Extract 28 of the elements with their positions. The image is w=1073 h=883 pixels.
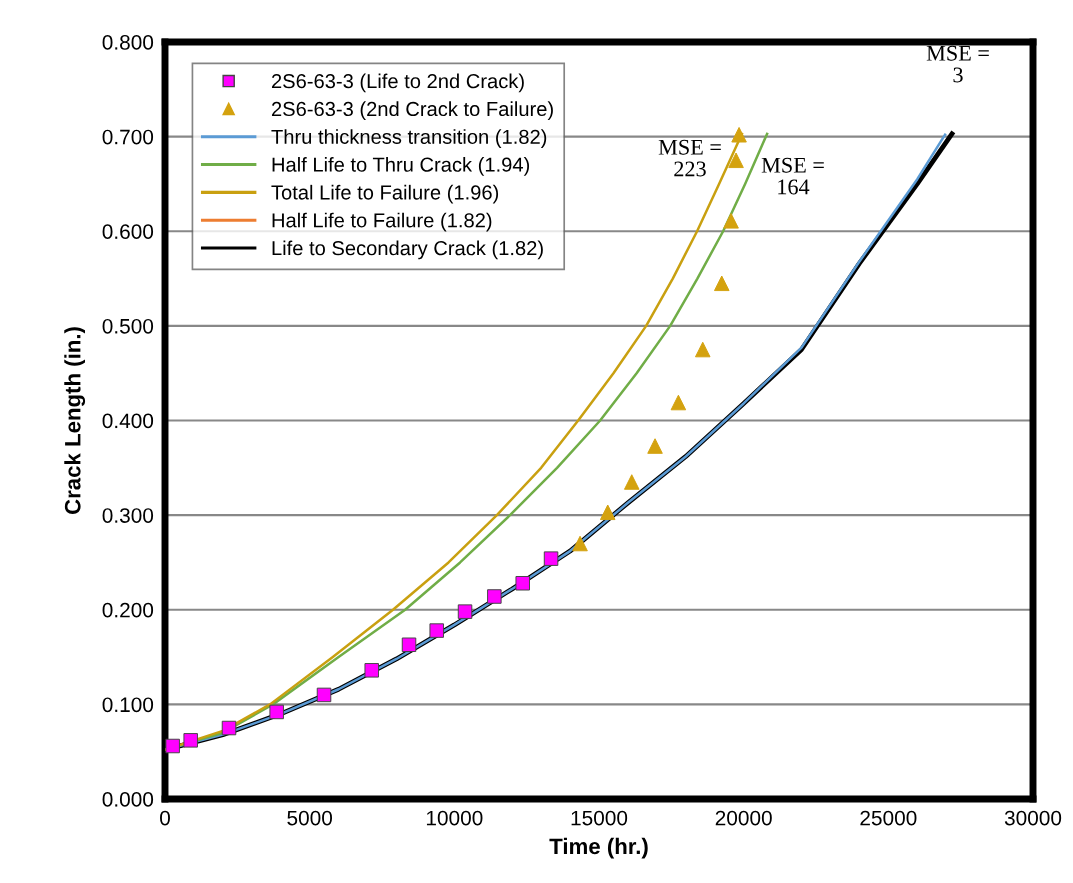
y-tick-label: 0.000 <box>102 792 154 807</box>
x-axis-title: Time (hr.) <box>549 837 648 859</box>
y-tick-label: 0.400 <box>102 413 154 429</box>
y-tick-label: 0.600 <box>102 224 154 239</box>
x-tick-label: 15000 <box>571 810 628 826</box>
annotation: MSE = 3 <box>926 45 989 83</box>
legend-label: Half Life to Failure (1.82) <box>272 212 492 232</box>
legend-label: Half Life to Thru Crack (1.94) <box>272 157 530 176</box>
y-tick-label: 0.800 <box>102 35 154 50</box>
legend-label: Thru thickness transition (1.82) <box>271 129 547 148</box>
x-tick-label: 0 <box>160 810 170 826</box>
y-axis-title: Crack Length (in.) <box>64 327 86 515</box>
legend-label: 2S6-63-3 (Life to 2nd Crack) <box>271 73 524 93</box>
y-tick-label: 0.200 <box>102 602 154 618</box>
x-tick-label: 10000 <box>426 810 483 826</box>
legend-label: Total Life to Failure (1.96) <box>271 184 499 204</box>
x-tick-label: 20000 <box>715 810 772 826</box>
x-tick-label: 30000 <box>1004 810 1062 826</box>
y-tick-label: 0.100 <box>102 697 154 713</box>
y-tick-label: 0.700 <box>102 129 154 145</box>
x-tick-label: 5000 <box>287 810 333 826</box>
y-tick-label: 0.300 <box>102 508 154 523</box>
legend-label: Life to Secondary Crack (1.82) <box>272 240 543 260</box>
legend-label: 2S6-63-3 (2nd Crack to Failure) <box>271 101 553 121</box>
annotation: MSE = 164 <box>761 157 824 195</box>
annotation: MSE = 223 <box>658 139 721 177</box>
y-tick-label: 0.500 <box>102 318 154 334</box>
x-tick-label: 25000 <box>860 810 917 826</box>
